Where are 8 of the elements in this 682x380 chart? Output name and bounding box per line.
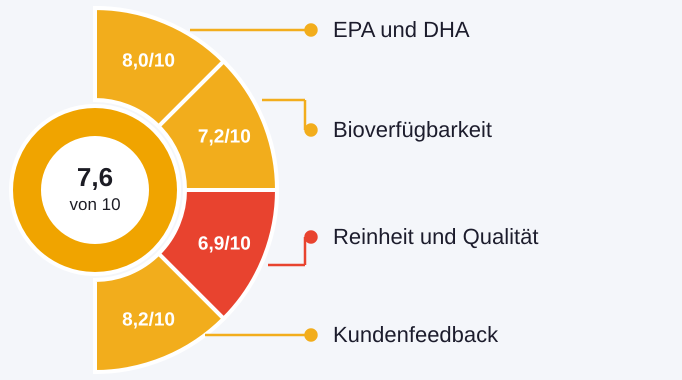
category-label: Bioverfügbarkeit	[333, 117, 492, 142]
data-label: 6,9/10	[198, 234, 251, 255]
data-label: 8,2/10	[122, 309, 175, 330]
data-label: 7,2/10	[198, 126, 251, 148]
category-label: EPA und DHA	[333, 17, 470, 42]
category-label: Kundenfeedback	[333, 322, 500, 347]
category-label: Reinheit und Qualität	[333, 224, 538, 249]
data-label: 8,0/10	[122, 50, 175, 72]
